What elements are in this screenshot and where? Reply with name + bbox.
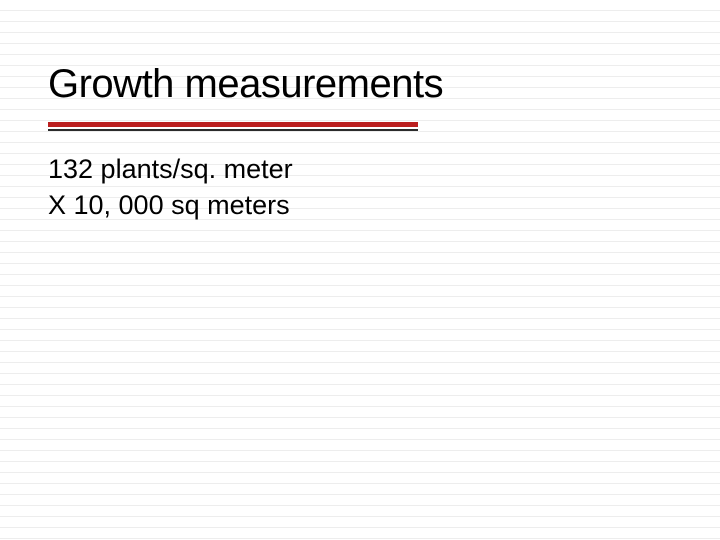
slide-container: Growth measurements 132 plants/sq. meter…: [0, 0, 720, 272]
body-line-2: X 10, 000 sq meters: [48, 187, 672, 223]
title-underline: [48, 122, 418, 131]
red-underline: [48, 122, 418, 127]
title-block: Growth measurements: [48, 60, 672, 131]
body-content: 132 plants/sq. meter X 10, 000 sq meters: [48, 151, 672, 224]
slide-title: Growth measurements: [48, 60, 672, 108]
body-line-1: 132 plants/sq. meter: [48, 151, 672, 187]
black-underline: [48, 129, 418, 131]
